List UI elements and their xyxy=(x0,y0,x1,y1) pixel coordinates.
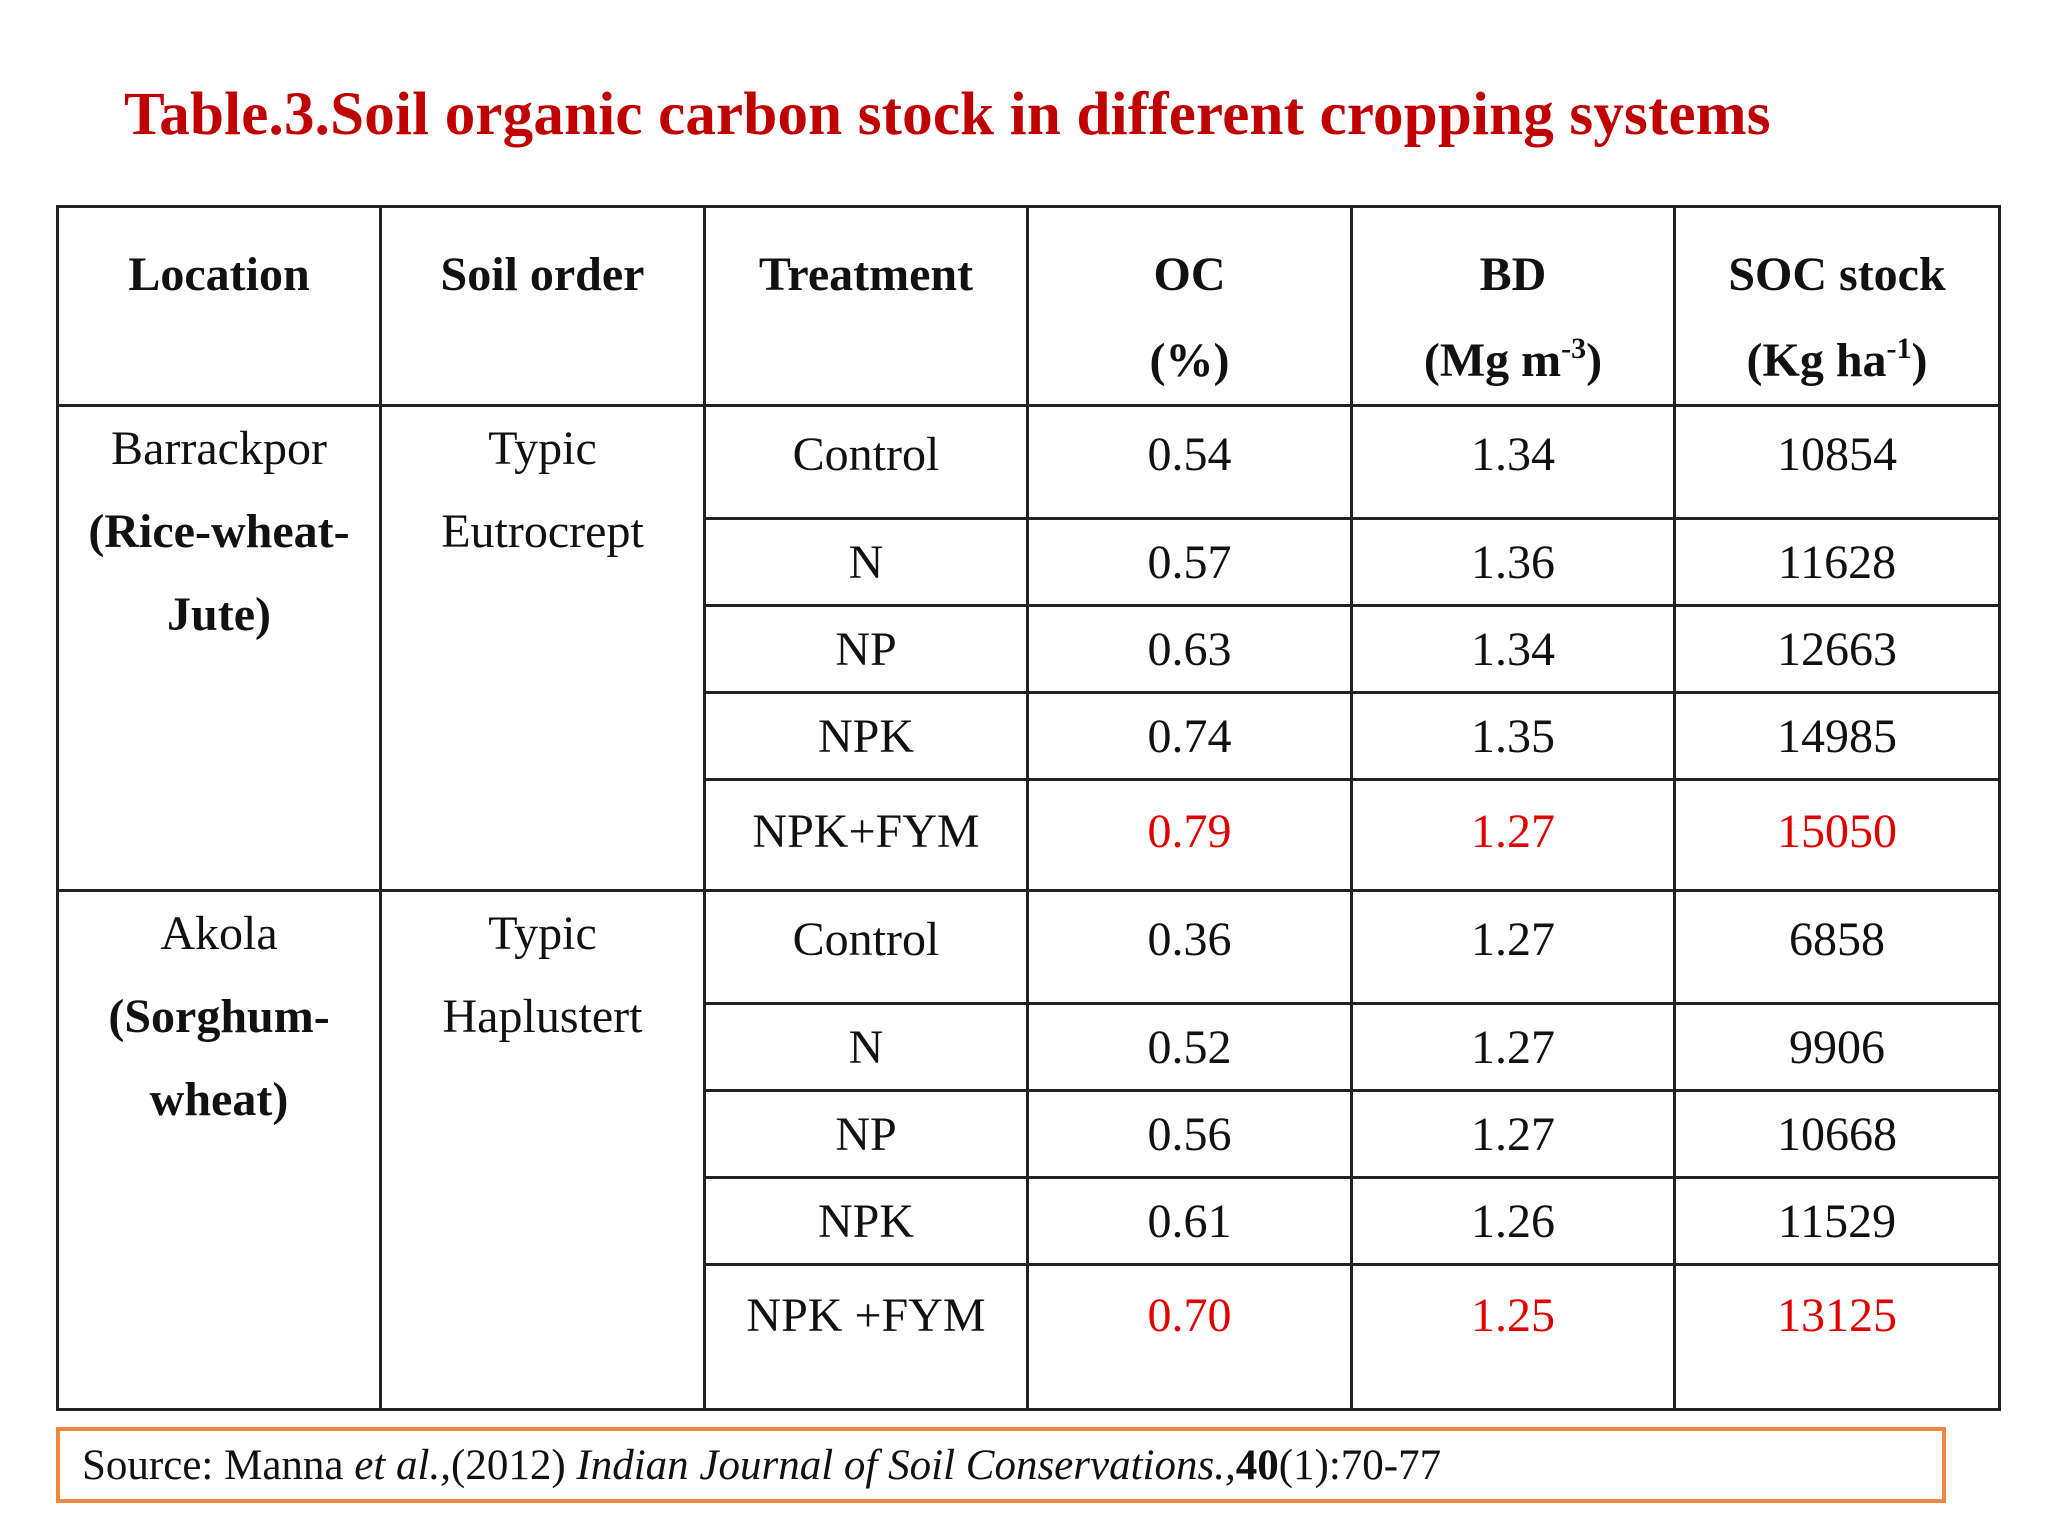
bd-cell: 1.34 xyxy=(1350,404,1676,520)
treatment-cell: Control xyxy=(703,889,1029,1005)
table-row: N 0.57 1.36 11628 xyxy=(58,517,2001,607)
soc-cell: 6858 xyxy=(1673,889,2001,1005)
soc-cell: 9906 xyxy=(1673,1002,2001,1092)
oc-cell: 0.63 xyxy=(1026,604,1353,694)
table-row: NPK 0.61 1.26 11529 xyxy=(58,1176,2001,1266)
bd-cell: 1.27 xyxy=(1350,1002,1676,1092)
table-row: N 0.52 1.27 9906 xyxy=(58,1002,2001,1092)
treatment-cell: Control xyxy=(703,404,1029,520)
soc-table: Location Soil order Treatment OC (%) BD … xyxy=(56,205,2001,1411)
bd-cell: 1.27 xyxy=(1350,889,1676,1005)
source-issue-pages: (1):70-77 xyxy=(1278,1442,1442,1489)
header-oc: OC (%) xyxy=(1026,205,1353,407)
soil-order-cell: Typic Eutrocrept xyxy=(379,404,706,892)
source-citation: Source: Manna et al.,(2012) Indian Journ… xyxy=(56,1427,1946,1503)
source-etal: et al., xyxy=(354,1442,451,1489)
oc-cell: 0.36 xyxy=(1026,889,1353,1005)
soc-cell: 10854 xyxy=(1673,404,2001,520)
source-prefix: Source: Manna xyxy=(82,1442,355,1489)
soc-cell-highlight: 15050 xyxy=(1673,778,2001,892)
bd-cell: 1.34 xyxy=(1350,604,1676,694)
treatment-cell: NPK xyxy=(703,691,1029,781)
oc-cell: 0.57 xyxy=(1026,517,1353,607)
treatment-cell: NPK +FYM xyxy=(703,1263,1029,1411)
source-volume: 40 xyxy=(1235,1442,1279,1489)
oc-cell: 0.61 xyxy=(1026,1176,1353,1266)
treatment-cell: NP xyxy=(703,1089,1029,1179)
header-soc-stock: SOC stock (Kg ha-1) xyxy=(1673,205,2001,407)
oc-cell: 0.52 xyxy=(1026,1002,1353,1092)
bd-cell: 1.26 xyxy=(1350,1176,1676,1266)
oc-cell: 0.74 xyxy=(1026,691,1353,781)
oc-cell: 0.56 xyxy=(1026,1089,1353,1179)
bd-cell-highlight: 1.27 xyxy=(1350,778,1676,892)
table-title: Table.3.Soil organic carbon stock in dif… xyxy=(124,81,1771,148)
location-cell: Barrackpor (Rice-wheat- Jute) xyxy=(56,404,382,892)
soc-cell: 12663 xyxy=(1673,604,2001,694)
bd-cell: 1.36 xyxy=(1350,517,1676,607)
table-row: Barrackpor (Rice-wheat- Jute) Typic Eutr… xyxy=(56,404,2001,892)
oc-cell: 0.54 xyxy=(1026,404,1353,520)
treatment-cell: NP xyxy=(703,604,1029,694)
oc-cell-highlight: 0.79 xyxy=(1026,778,1353,892)
table-row: NP 0.63 1.34 12663 xyxy=(58,604,2001,694)
table-row: NPK+FYM 0.79 1.27 15050 xyxy=(58,778,2001,892)
header-row: Location Soil order Treatment OC (%) BD … xyxy=(56,205,2001,407)
oc-cell-highlight: 0.70 xyxy=(1026,1263,1353,1411)
soc-cell: 14985 xyxy=(1673,691,2001,781)
header-treatment: Treatment xyxy=(703,205,1029,407)
treatment-cell: N xyxy=(703,1002,1029,1092)
table-row: NP 0.56 1.27 10668 xyxy=(58,1089,2001,1179)
bd-cell-highlight: 1.25 xyxy=(1350,1263,1676,1411)
soc-cell: 10668 xyxy=(1673,1089,2001,1179)
location-cell: Akola (Sorghum- wheat) xyxy=(56,889,382,1411)
header-bd: BD (Mg m-3) xyxy=(1350,205,1676,407)
soc-cell-highlight: 13125 xyxy=(1673,1263,2001,1411)
bd-cell: 1.35 xyxy=(1350,691,1676,781)
source-year: (2012) xyxy=(451,1442,577,1489)
soc-cell: 11529 xyxy=(1673,1176,2001,1266)
table-row: NPK +FYM 0.70 1.25 13125 xyxy=(58,1263,2001,1411)
table-row: NPK 0.74 1.35 14985 xyxy=(58,691,2001,781)
header-soil-order: Soil order xyxy=(379,205,706,407)
treatment-cell: N xyxy=(703,517,1029,607)
soc-cell: 11628 xyxy=(1673,517,2001,607)
treatment-cell: NPK xyxy=(703,1176,1029,1266)
table-row: Akola (Sorghum- wheat) Typic Haplustert … xyxy=(56,889,2001,1411)
treatment-cell: NPK+FYM xyxy=(703,778,1029,892)
header-location: Location xyxy=(56,205,382,407)
source-journal: Indian Journal of Soil Conservations., xyxy=(576,1442,1236,1489)
soil-order-cell: Typic Haplustert xyxy=(379,889,706,1411)
bd-cell: 1.27 xyxy=(1350,1089,1676,1179)
